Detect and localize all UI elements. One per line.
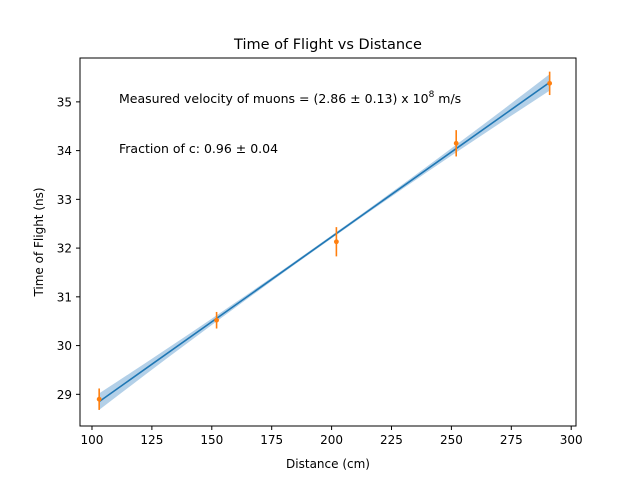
x-tick-label: 250 [440,433,463,447]
data-point [333,239,339,245]
x-tick-label: 175 [260,433,283,447]
y-tick-label: 34 [57,144,72,158]
velocity-annotation: Measured velocity of muons = (2.86 ± 0.1… [119,90,461,106]
x-axis-label: Distance (cm) [286,457,370,471]
data-point-group [96,388,102,410]
x-tick-label: 275 [500,433,523,447]
data-point-group [214,311,219,329]
data-point-group [453,130,459,157]
fraction-annotation: Fraction of c: 0.96 ± 0.04 [119,141,278,156]
y-tick-label: 31 [57,290,72,304]
x-ticks: 100 125 150 175 200 225 250 275 300 [81,426,583,447]
data-point [547,80,553,86]
y-tick-label: 32 [57,242,72,256]
velocity-annotation-prefix: Measured velocity of muons = (2.86 ± 0.1… [119,91,429,106]
y-tick-label: 33 [57,193,72,207]
velocity-annotation-exponent: 8 [429,90,435,100]
data-point-group [547,71,553,96]
y-tick-label: 30 [57,339,72,353]
data-point [214,317,219,323]
x-tick-label: 150 [200,433,223,447]
fit-line [98,81,551,403]
data-point [96,396,102,402]
fit-line-layer [98,81,551,403]
y-ticks: 29 30 31 32 33 34 35 [57,95,80,402]
data-point-group [333,227,339,257]
data-points-layer [96,71,553,410]
x-tick-label: 125 [140,433,163,447]
x-tick-label: 300 [560,433,583,447]
x-tick-label: 225 [380,433,403,447]
y-tick-label: 35 [57,95,72,109]
velocity-annotation-suffix: m/s [434,91,461,106]
y-axis-label: Time of Flight (ns) [32,187,46,297]
data-point [453,140,459,146]
chart-title: Time of Flight vs Distance [233,37,422,53]
x-tick-label: 200 [320,433,343,447]
x-tick-label: 100 [81,433,104,447]
plot-frame [79,57,577,427]
y-tick-label: 29 [57,388,72,402]
